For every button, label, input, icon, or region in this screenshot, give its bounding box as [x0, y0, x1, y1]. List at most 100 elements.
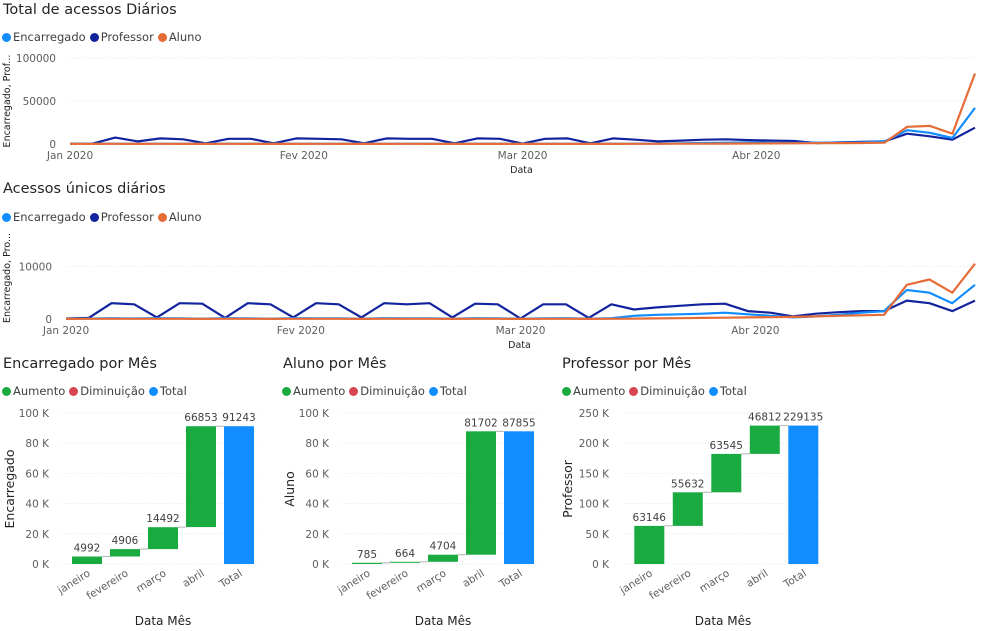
waterfall-bar — [711, 453, 742, 493]
legend-item[interactable]: Diminuição — [69, 384, 145, 398]
series-line-encarregado — [69, 107, 976, 145]
x-tick-label: abril — [461, 567, 487, 590]
legend-item[interactable]: Aluno — [157, 30, 202, 44]
waterfall-plot: 0 K 50 K 100 K 150 K 200 K 250 K Professor Data… — [560, 408, 823, 628]
legend-label: Encarregado — [13, 30, 86, 44]
y-tick-label: 0 K — [592, 559, 610, 571]
legend-label: Professor — [100, 210, 154, 224]
legend-label: Aumento — [13, 384, 66, 398]
chart-legend: Aumento Diminuição Total — [2, 384, 191, 398]
y-axis-title: Encarregado — [2, 449, 17, 528]
x-tick-label: Total — [781, 567, 809, 591]
x-tick-label: fevereiro — [365, 567, 411, 602]
y-axis-title: Professor — [560, 459, 575, 518]
y-tick-label: 0 K — [32, 559, 50, 571]
y-tick-label: 0 — [49, 139, 56, 151]
legend-item[interactable]: Total — [428, 384, 467, 398]
line-chart-total-acessos: Total de acessos Diários Encarregado Prof… — [0, 0, 992, 178]
chart-title: Professor por Mês — [562, 356, 692, 372]
y-tick-label: 250 K — [579, 408, 610, 420]
legend-dot-icon — [157, 33, 167, 42]
legend-item[interactable]: Aluno — [157, 210, 202, 224]
x-axis-title: Data Mês — [415, 614, 471, 628]
data-label: 63545 — [710, 440, 743, 452]
x-axis-title: Data — [508, 340, 531, 351]
y-tick-label: 20 K — [305, 529, 330, 541]
legend-item[interactable]: Encarregado — [2, 210, 86, 224]
legend-label: Diminuição — [360, 384, 425, 398]
data-label: 664 — [395, 548, 415, 560]
legend-dot-icon — [428, 387, 438, 396]
series-line-professor — [69, 126, 976, 145]
legend-item[interactable]: Professor — [89, 30, 154, 44]
legend-dot-icon — [89, 213, 99, 222]
legend-dot-icon — [708, 387, 718, 396]
legend-dot-icon — [89, 33, 99, 42]
legend-label: Diminuição — [80, 384, 145, 398]
y-tick-label: 40 K — [305, 499, 330, 511]
x-tick-label: Jan 2020 — [42, 325, 89, 337]
series-line-aluno — [65, 263, 976, 320]
legend-label: Total — [159, 384, 187, 398]
legend-dot-icon — [349, 387, 359, 396]
x-tick-label: abril — [181, 567, 207, 590]
data-label: 63146 — [633, 512, 667, 524]
data-label: 4704 — [430, 541, 457, 553]
data-label: 785 — [357, 549, 377, 561]
x-tick-label: março — [698, 567, 732, 595]
y-tick-label: 50000 — [23, 96, 56, 108]
data-label: 87855 — [502, 417, 535, 429]
series-line-aluno — [70, 73, 977, 145]
x-tick-label: Abr 2020 — [731, 325, 779, 337]
y-tick-label: 100000 — [16, 53, 56, 65]
x-tick-label: Mar 2020 — [496, 325, 546, 337]
y-tick-label: 60 K — [25, 468, 50, 480]
waterfall-bar — [504, 431, 534, 564]
y-tick-label: 60 K — [305, 468, 330, 480]
waterfall-bar — [466, 431, 496, 555]
y-tick-label: 100 K — [19, 408, 50, 420]
y-tick-label: 50 K — [585, 529, 610, 541]
waterfall-bar — [390, 561, 420, 563]
legend-dot-icon — [2, 387, 11, 396]
legend-dot-icon — [629, 387, 639, 396]
waterfall-plot: 0 K 20 K 40 K 60 K 80 K 100 K Encarregado Data … — [2, 408, 258, 628]
data-label: 4992 — [74, 542, 101, 554]
legend-item[interactable]: Professor — [89, 210, 154, 224]
legend-item[interactable]: Diminuição — [629, 384, 705, 398]
legend-dot-icon — [282, 387, 291, 396]
data-label: 4906 — [112, 535, 139, 547]
waterfall-bar — [224, 426, 254, 564]
legend-label: Total — [439, 384, 467, 398]
x-axis-title: Data Mês — [695, 614, 751, 628]
y-tick-label: 150 K — [579, 468, 610, 480]
chart-legend: Aumento Diminuição Total — [282, 384, 471, 398]
line-chart-plot: 0 10000 Jan 2020 Fev 2020 Mar 2020 Abr 2020 Da… — [2, 233, 976, 351]
line-chart-plot: 0 50000 100000 Jan 2020 Fev 2020 Mar 2020 Abr … — [2, 53, 977, 176]
legend-dot-icon — [69, 387, 79, 396]
legend-item[interactable]: Total — [708, 384, 747, 398]
x-tick-label: fevereiro — [647, 567, 693, 602]
data-label: 91243 — [222, 412, 255, 424]
legend-label: Aumento — [293, 384, 346, 398]
legend-dot-icon — [2, 213, 11, 222]
legend-item[interactable]: Diminuição — [349, 384, 425, 398]
legend-item[interactable]: Aumento — [562, 384, 625, 398]
x-axis-title: Data Mês — [135, 614, 191, 628]
legend-item[interactable]: Aumento — [282, 384, 345, 398]
legend-item[interactable]: Total — [148, 384, 187, 398]
y-tick-label: 100 K — [579, 499, 610, 511]
legend-item[interactable]: Aumento — [2, 384, 65, 398]
x-tick-label: Total — [217, 567, 245, 591]
y-tick-label: 80 K — [305, 438, 330, 450]
chart-legend: Encarregado Professor Aluno — [2, 30, 206, 44]
x-tick-label: Total — [497, 567, 525, 591]
data-label: 66853 — [184, 412, 217, 424]
legend-label: Total — [719, 384, 747, 398]
legend-item[interactable]: Encarregado — [2, 30, 86, 44]
x-tick-label: Fev 2020 — [280, 150, 328, 162]
x-tick-label: Fev 2020 — [277, 325, 325, 337]
legend-dot-icon — [562, 387, 571, 396]
x-tick-label: Mar 2020 — [498, 150, 548, 162]
chart-title: Total de acessos Diários — [3, 2, 177, 18]
